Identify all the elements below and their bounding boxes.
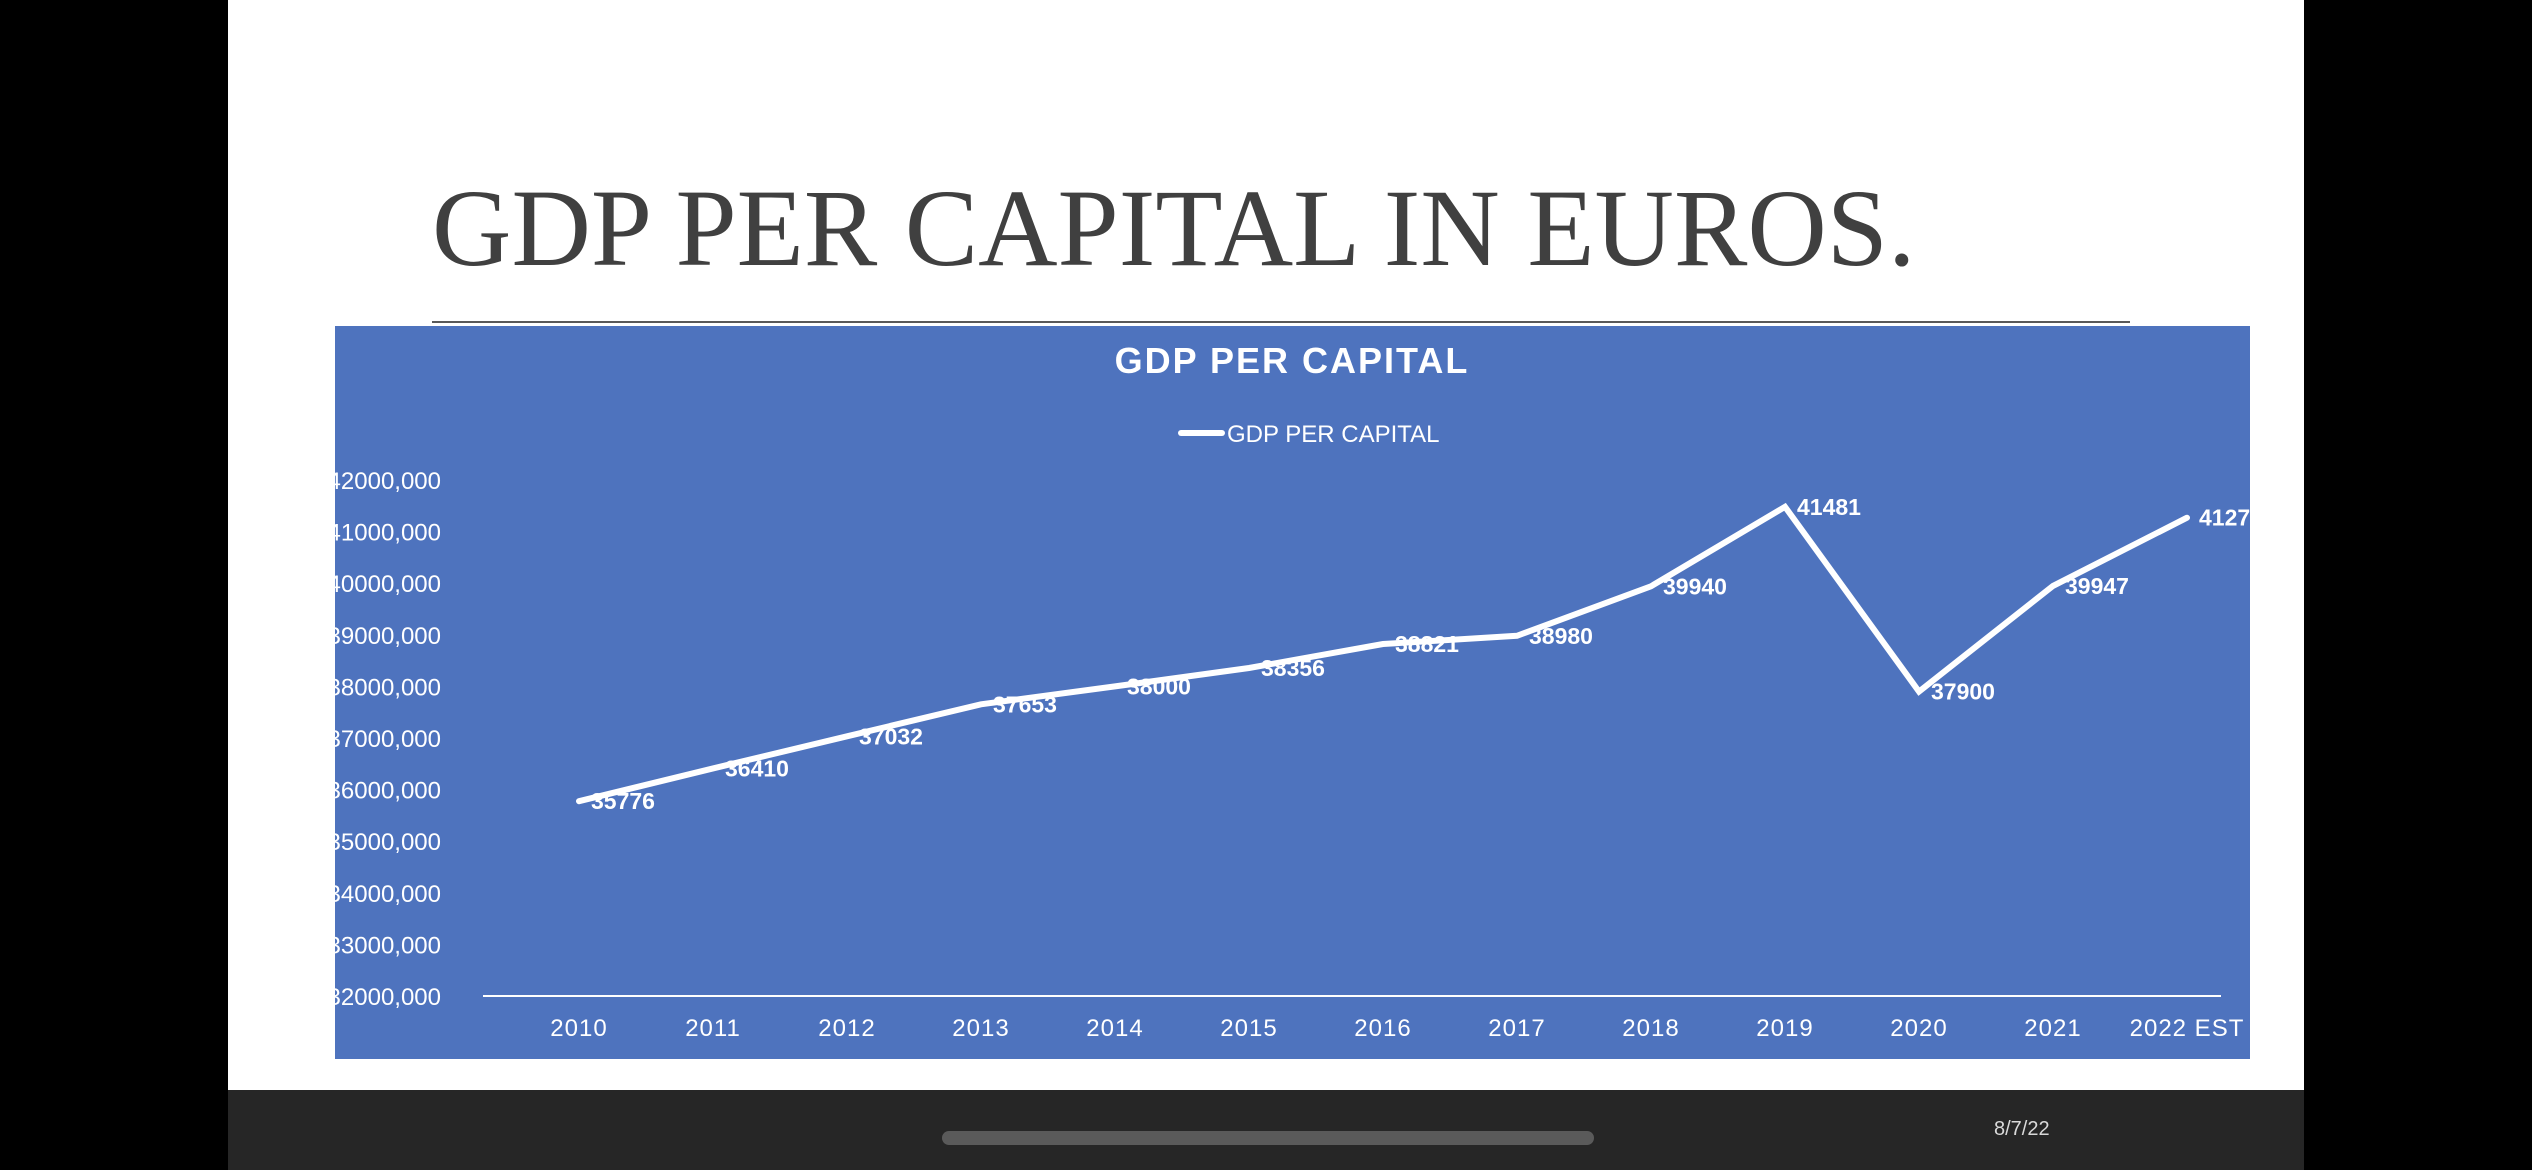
progress-scrubber[interactable] (942, 1131, 1594, 1145)
y-tick-label: 37000,000 (335, 726, 441, 753)
data-label: 36410 (725, 755, 789, 781)
y-tick-label: 33000,000 (335, 932, 441, 959)
data-label: 38980 (1529, 623, 1593, 649)
x-tick-label: 2019 (1756, 1015, 1813, 1042)
line-chart: GDP PER CAPITAL GDP PER CAPITAL 32000,00… (335, 340, 2250, 1042)
data-label: 39940 (1663, 573, 1727, 599)
data-label: 37653 (993, 691, 1057, 717)
data-label: 35776 (591, 788, 655, 814)
x-tick-label: 2013 (952, 1015, 1009, 1042)
data-label: 38821 (1395, 631, 1459, 657)
y-tick-label: 35000,000 (335, 829, 441, 856)
x-tick-label: 2010 (550, 1015, 607, 1042)
slide-date: 8/7/22 (1994, 1118, 2050, 1140)
x-tick-label: 2011 (685, 1015, 741, 1042)
x-tick-label: 2018 (1622, 1015, 1679, 1042)
y-tick-label: 42000,000 (335, 468, 441, 495)
x-tick-label: 2021 (2024, 1015, 2081, 1042)
chart-title: GDP PER CAPITAL (1115, 340, 1470, 381)
plot-area: 35776 36410 37032 37653 38000 38356 38821 38980… (576, 494, 2250, 814)
y-tick-label: 36000,000 (335, 778, 441, 805)
data-label: 38356 (1261, 655, 1325, 681)
slide-title: GDP PER CAPITAL IN EUROS. (432, 167, 1916, 289)
data-label: 37032 (859, 723, 923, 749)
data-label: 41481 (1797, 494, 1861, 520)
y-tick-label: 34000,000 (335, 881, 441, 908)
series-line-gdp-per-capital (576, 502, 2190, 805)
data-label: 38000 (1127, 673, 1191, 699)
x-tick-label: 2012 (818, 1015, 875, 1042)
chart-legend: GDP PER CAPITAL (1178, 421, 1440, 448)
data-label: 37900 (1931, 679, 1995, 705)
x-tick-label: 2016 (1354, 1015, 1411, 1042)
x-tick-label: 2020 (1890, 1015, 1947, 1042)
y-tick-label: 40000,000 (335, 571, 441, 598)
playback-bar: 8/7/22 (228, 1090, 2304, 1170)
data-label: 41270 (2199, 505, 2250, 531)
data-label: 39947 (2065, 573, 2129, 599)
y-tick-label: 41000,000 (335, 520, 441, 547)
x-tick-label: 2014 (1086, 1015, 1143, 1042)
x-tick-label: 2015 (1220, 1015, 1277, 1042)
title-divider (432, 321, 2130, 323)
y-tick-label: 32000,000 (335, 984, 441, 1011)
y-tick-label: 39000,000 (335, 623, 441, 650)
slide: GDP PER CAPITAL IN EUROS. GDP PER CAPITA… (228, 0, 2304, 1090)
y-tick-label: 38000,000 (335, 674, 441, 701)
legend-label: GDP PER CAPITAL (1227, 421, 1440, 448)
x-tick-label: 2022 EST (2130, 1015, 2245, 1042)
x-axis: 2010 2011 2012 2013 2014 2015 2016 2017 2018 2019… (483, 995, 2245, 1042)
x-tick-label: 2017 (1488, 1015, 1545, 1042)
y-axis: 32000,000 33000,000 34000,000 35000,000 3600… (335, 468, 441, 1011)
chart-panel: GDP PER CAPITAL GDP PER CAPITAL 32000,00… (335, 326, 2250, 1059)
